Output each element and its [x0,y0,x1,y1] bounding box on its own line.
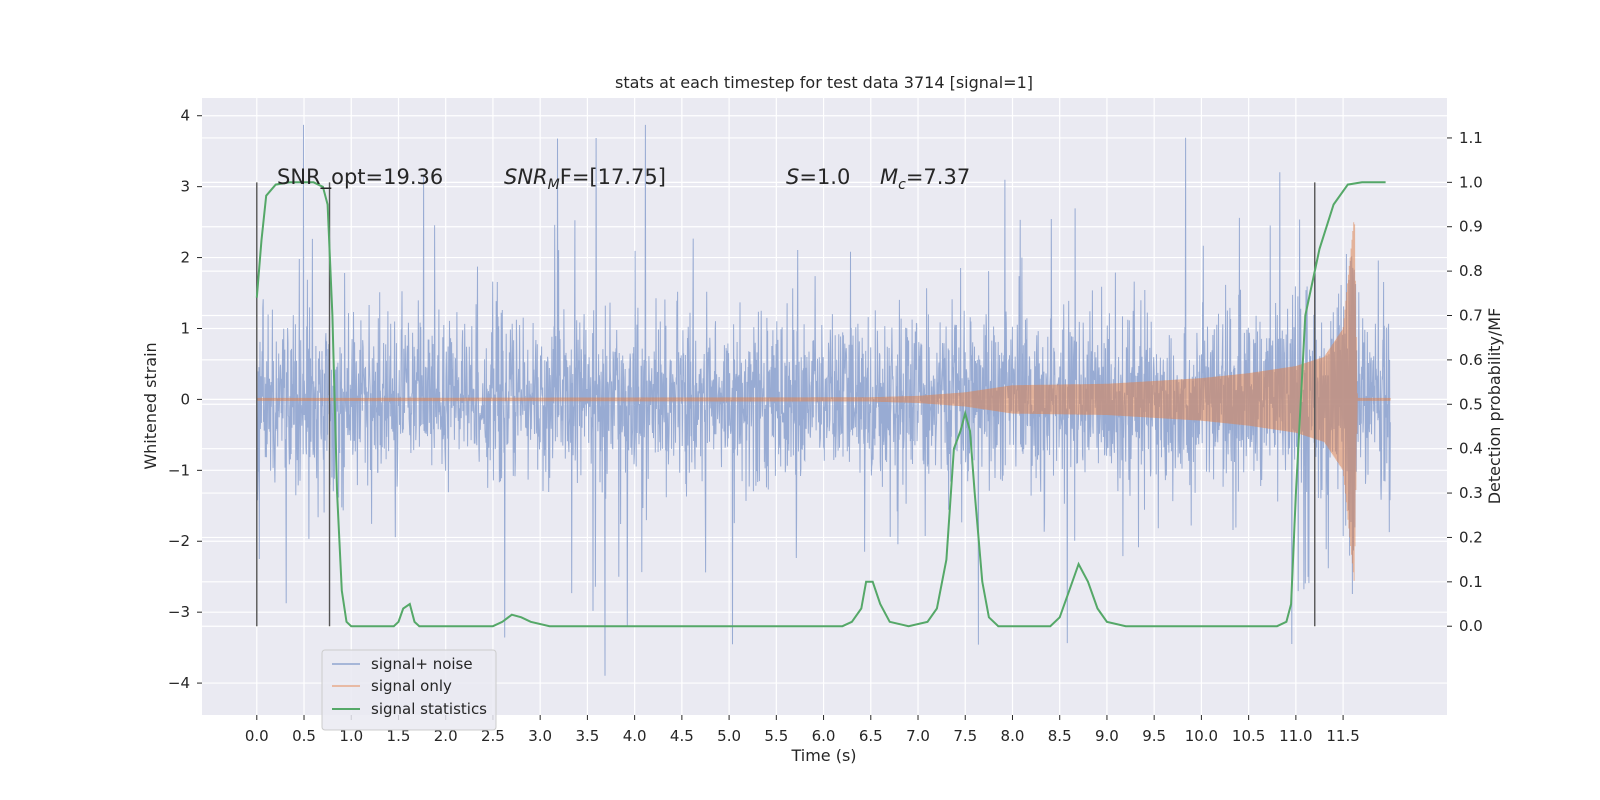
y-tick-label-right: 0.8 [1459,262,1483,280]
y-axis-label-left: Whitened strain [141,342,160,469]
x-tick-label: 7.0 [906,727,930,745]
y-tick-label-right: 0.6 [1459,351,1483,369]
y-ticks-left: −4 −3 −2 −1 0 1 2 3 4 [168,107,202,692]
x-tick-label: 0.5 [292,727,316,745]
annotation-s-var: S [786,165,799,189]
legend-label-signal-plus-noise: signal+ noise [371,655,473,673]
y-tick-label-right: 0.0 [1459,617,1483,635]
y-tick-label-left: 4 [180,107,190,125]
y-tick-label-right: 0.3 [1459,484,1483,502]
annotation-snr-mf-sub: M [548,177,560,193]
y-tick-label-right: 0.4 [1459,440,1483,458]
annotation-snr-mf: SNRMF=[17.75] [504,165,666,193]
legend-box [321,649,497,731]
annotation-s-val: =1.0 [799,165,850,189]
series-signal-only [256,222,1391,581]
annotation-mc-val: =7.37 [906,165,970,189]
annotation-s: S=1.0 [786,165,850,189]
annotation-mc-sub: c [898,177,906,193]
y-tick-label-right: 1.0 [1459,173,1483,191]
x-tick-label: 7.5 [953,727,977,745]
y-tick-label-left: 2 [180,249,190,267]
y-tick-label-left: 0 [180,390,190,408]
y-tick-label-left: −4 [168,674,190,692]
x-tick-label: 1.0 [339,727,363,745]
x-tick-label: 3.5 [575,727,599,745]
legend-label-signal-statistics: signal statistics [371,700,487,718]
y-axis-label-right: Detection probability/MF [1485,308,1504,505]
x-tick-label: 9.5 [1142,727,1166,745]
annotation-mc-var: M [880,165,898,189]
y-tick-label-left: −3 [168,603,190,621]
annotation-snr-mf-tail: F=[17.75] [560,165,666,189]
x-tick-label: 9.0 [1095,727,1119,745]
legend: signal+ noise signal only signal statist… [321,649,497,731]
y-tick-label-left: 1 [180,319,190,337]
annotations: SNR_opt=19.36 SNRMF=[17.75] S=1.0 Mc=7.3… [277,165,970,193]
x-tick-label: 4.5 [670,727,694,745]
x-tick-label: 8.5 [1048,727,1072,745]
annotation-snr-mf-main: SNR [504,165,548,189]
x-tick-label: 11.0 [1279,727,1312,745]
annotation-mc: Mc=7.37 [880,165,970,193]
x-tick-label: 10.0 [1185,727,1218,745]
x-tick-label: 3.0 [528,727,552,745]
x-tick-label: 8.0 [1001,727,1025,745]
y-tick-label-left: 3 [180,178,190,196]
x-tick-label: 5.0 [717,727,741,745]
x-tick-label: 2.5 [481,727,505,745]
series-signal-statistics [255,181,1386,628]
x-tick-label: 1.5 [387,727,411,745]
y-tick-label-right: 0.5 [1459,395,1483,413]
x-ticks: 0.0 0.5 1.0 1.5 2.0 2.5 3.0 3.5 4.0 4.5 5.0 5.5 6.0 6… [245,715,1360,745]
x-tick-label: 2.0 [434,727,458,745]
x-tick-label: 0.0 [245,727,269,745]
y-tick-label-right: 0.9 [1459,218,1483,236]
series-signal-plus-noise [256,124,1391,676]
y-tick-label-right: 0.7 [1459,307,1483,325]
x-tick-label: 6.0 [812,727,836,745]
y-tick-label-right: 0.2 [1459,528,1483,546]
x-axis-label: Time (s) [790,746,856,765]
x-tick-label: 4.0 [623,727,647,745]
y-tick-label-left: −1 [168,461,190,479]
y-ticks-right: 0.0 0.1 0.2 0.3 0.4 0.5 0.6 0.7 0.8 0.9 1.0 1.1 [1447,129,1483,635]
x-tick-label: 10.5 [1232,727,1265,745]
y-tick-label-left: −2 [168,532,190,550]
x-tick-label: 11.5 [1326,727,1359,745]
y-tick-label-right: 1.1 [1459,129,1483,147]
x-tick-label: 5.5 [764,727,788,745]
chart-title: stats at each timestep for test data 371… [615,73,1033,92]
y-tick-label-right: 0.1 [1459,573,1483,591]
legend-label-signal-only: signal only [371,677,452,695]
annotation-snr-opt: SNR_opt=19.36 [277,165,443,190]
x-tick-label: 6.5 [859,727,883,745]
